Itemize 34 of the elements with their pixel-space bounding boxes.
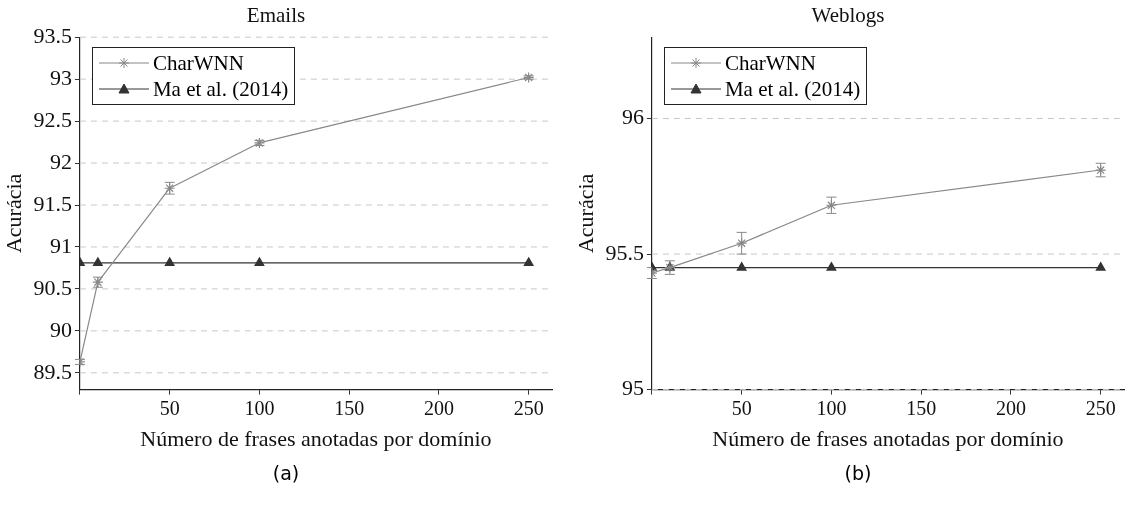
x-tick-label: 150 bbox=[906, 396, 937, 419]
y-tick-label: 93.5 bbox=[33, 22, 72, 48]
x-axis-title: Número de frases anotadas por domínio bbox=[712, 425, 1064, 451]
y-axis-title: Acurácia bbox=[0, 173, 26, 254]
y-tick-label: 89.5 bbox=[33, 358, 72, 384]
y-tick-label: 92 bbox=[49, 148, 72, 174]
y-tick-label: 93 bbox=[49, 64, 72, 90]
x-tick-label: 50 bbox=[159, 396, 180, 419]
y-tick-label: 95.5 bbox=[605, 239, 644, 265]
x-tick-label: 150 bbox=[334, 396, 365, 419]
chart-title: Emails bbox=[246, 3, 306, 28]
text: (b) bbox=[843, 462, 873, 484]
x-tick-label: 100 bbox=[244, 396, 275, 419]
y-tick-label: 90.5 bbox=[33, 274, 72, 300]
legend-label: Ma et al. (2014) bbox=[724, 76, 861, 103]
x-tick-label: 250 bbox=[513, 396, 544, 419]
y-tick-label: 95 bbox=[621, 375, 644, 401]
text: (a) bbox=[271, 462, 301, 484]
y-axis-title: Acurácia bbox=[572, 173, 598, 254]
x-tick-label: 50 bbox=[731, 396, 752, 419]
y-tick-label: 92.5 bbox=[33, 106, 72, 132]
legend-label: CharWNN bbox=[152, 50, 244, 77]
y-tick-label: 90 bbox=[49, 316, 72, 342]
legend-label: Ma et al. (2014) bbox=[152, 76, 289, 103]
legend-label: CharWNN bbox=[724, 50, 816, 77]
y-tick-label: 96 bbox=[621, 104, 644, 130]
x-tick-label: 250 bbox=[1085, 396, 1116, 419]
y-tick-label: 91 bbox=[49, 232, 72, 258]
y-tick-label: 91.5 bbox=[33, 190, 72, 216]
chart-title: Weblogs bbox=[811, 3, 885, 28]
x-axis-title: Número de frases anotadas por domínio bbox=[140, 425, 492, 451]
x-tick-label: 200 bbox=[423, 396, 454, 419]
x-tick-label: 100 bbox=[816, 396, 847, 419]
x-tick-label: 200 bbox=[995, 396, 1026, 419]
